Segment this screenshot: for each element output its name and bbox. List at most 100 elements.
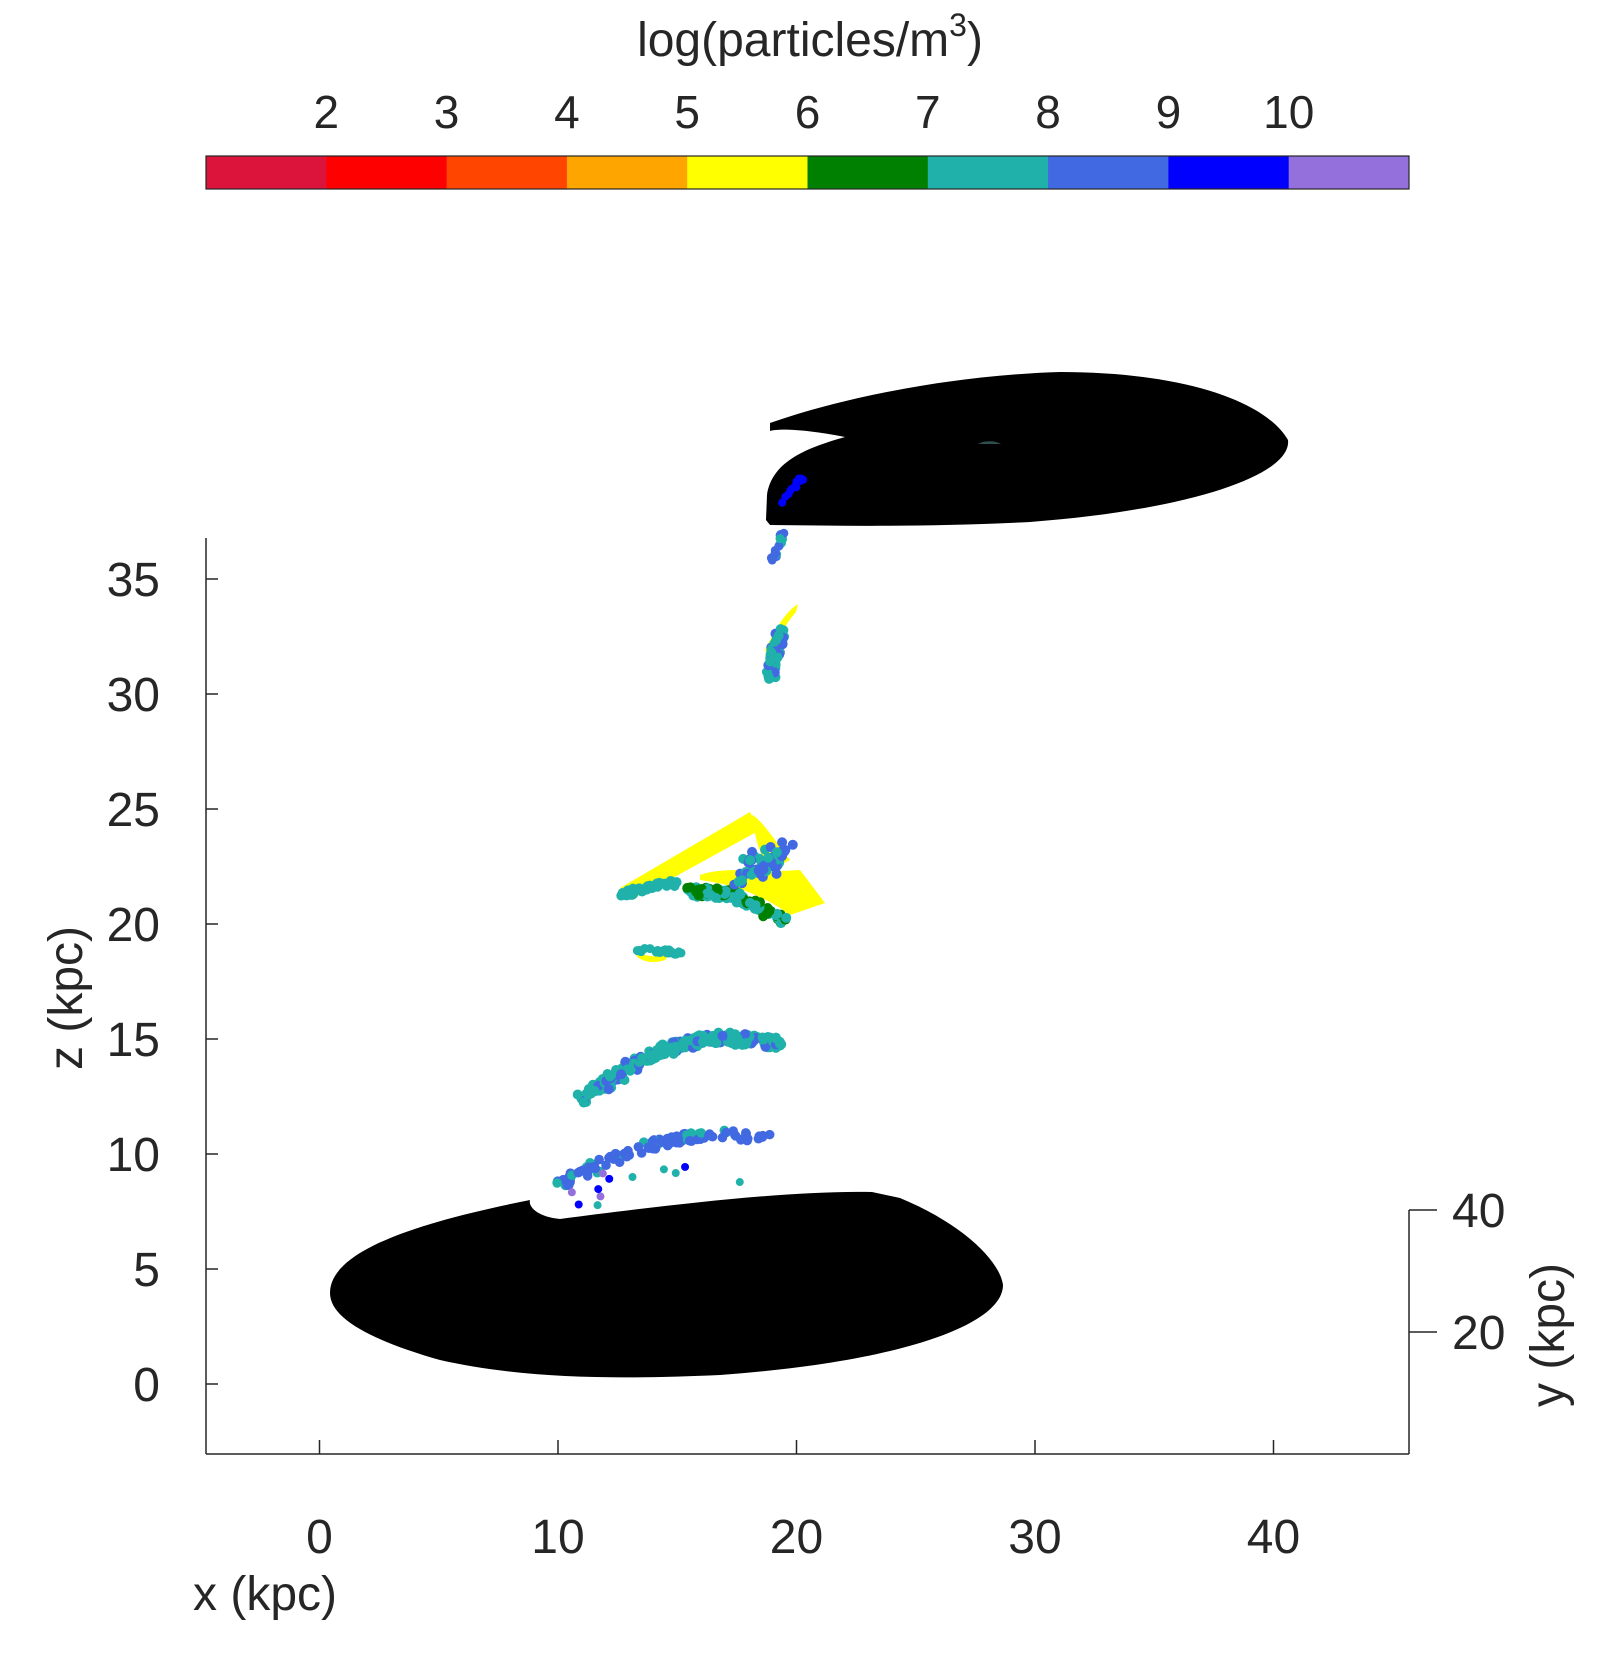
particle (642, 881, 653, 892)
x-axis-label: x (kpc) (193, 1568, 337, 1621)
particle (669, 881, 680, 892)
particle (644, 1049, 655, 1060)
z-tick-label: 0 (133, 1359, 160, 1412)
z-tick-label: 35 (107, 554, 160, 607)
particle (775, 534, 785, 544)
particle (616, 1069, 627, 1080)
particle (604, 1071, 615, 1082)
z-tick-label: 20 (107, 899, 160, 952)
particle (620, 1056, 631, 1067)
particle (651, 878, 662, 889)
particle (772, 908, 783, 919)
colorbar-segment (807, 156, 929, 189)
particle (757, 1032, 768, 1043)
particle (605, 1152, 616, 1163)
particle (678, 1038, 689, 1049)
particle (773, 630, 784, 641)
colorbar-segment (927, 156, 1049, 189)
particle (632, 946, 642, 956)
z-axis-label: z (kpc) (40, 926, 93, 1070)
particle (753, 865, 764, 876)
colorbar-segment (687, 156, 808, 189)
colorbar-segment (566, 156, 688, 189)
colorbar-segment (1288, 156, 1410, 189)
particle (777, 837, 788, 848)
colorbar-tick-label: 7 (915, 86, 941, 138)
colorbar-segment (446, 156, 568, 189)
particle (702, 888, 713, 899)
particle (704, 1130, 714, 1141)
particle (590, 1163, 601, 1174)
colorbar-tick-label: 3 (434, 86, 460, 138)
colorbar-frame (205, 155, 1410, 190)
particle (766, 647, 777, 658)
particle (598, 1169, 607, 1178)
particle (577, 1165, 588, 1176)
z-tick-label: 30 (107, 669, 160, 722)
particle (774, 1038, 785, 1049)
y-axis-label: y (kpc) (1522, 1263, 1575, 1407)
colorbar-segment (326, 156, 448, 189)
colorbar-tick-label: 6 (795, 86, 821, 138)
particle (657, 1039, 668, 1050)
colorbar-segment (206, 156, 327, 189)
x-tick-label: 20 (770, 1511, 823, 1564)
particle (717, 1132, 728, 1143)
z-tick-label: 10 (107, 1129, 160, 1182)
y-tick-label: 20 (1452, 1307, 1505, 1360)
particle (567, 1188, 576, 1197)
particle (601, 1160, 611, 1171)
particle (621, 890, 632, 901)
particle (552, 1178, 562, 1188)
particle (771, 868, 782, 879)
particle (650, 1144, 661, 1154)
particle (655, 1135, 666, 1146)
particle (738, 1134, 748, 1144)
galaxy-bulge (978, 441, 1001, 444)
particle (574, 1200, 583, 1209)
particle (659, 878, 670, 889)
particle (792, 483, 801, 492)
particle (594, 1154, 604, 1165)
particle (633, 1142, 644, 1152)
particle (774, 541, 784, 551)
particle (728, 1126, 739, 1136)
particle (693, 890, 704, 901)
z-tick-label: 5 (133, 1244, 160, 1297)
particle (651, 947, 661, 957)
particle (762, 908, 773, 919)
particle (637, 1053, 648, 1064)
particle (625, 1065, 636, 1076)
particle (623, 1145, 633, 1156)
particle-scatter (552, 474, 825, 1210)
particle (779, 846, 790, 857)
particle (603, 1084, 614, 1095)
particle (799, 475, 808, 484)
particle (628, 1172, 637, 1181)
particle (578, 1097, 589, 1108)
colorbar: log(particles/m3) 2 3 4 5 6 7 8 9 10 (205, 7, 1410, 190)
colorbar-tick-label: 2 (314, 86, 340, 138)
particle (685, 882, 696, 893)
particle-band-yellow (620, 812, 760, 896)
colorbar-tick-label: 5 (674, 86, 700, 138)
particle (741, 1038, 752, 1049)
z-tick-label: 25 (107, 784, 160, 837)
particle (681, 1162, 690, 1171)
particle (771, 549, 781, 559)
particle (728, 1033, 739, 1044)
particle (735, 889, 746, 900)
x-tick-label: 0 (306, 1511, 333, 1564)
particle (596, 1192, 605, 1201)
particle (696, 1128, 706, 1138)
particle-band-yellow (636, 950, 672, 963)
particle (671, 1041, 682, 1052)
particle (764, 1129, 775, 1140)
particle (594, 1185, 603, 1194)
particle (731, 897, 742, 908)
particle (735, 1178, 744, 1187)
y-tick-label: 40 (1452, 1185, 1505, 1238)
particle (605, 1174, 614, 1183)
colorbar-segment (1048, 156, 1169, 189)
